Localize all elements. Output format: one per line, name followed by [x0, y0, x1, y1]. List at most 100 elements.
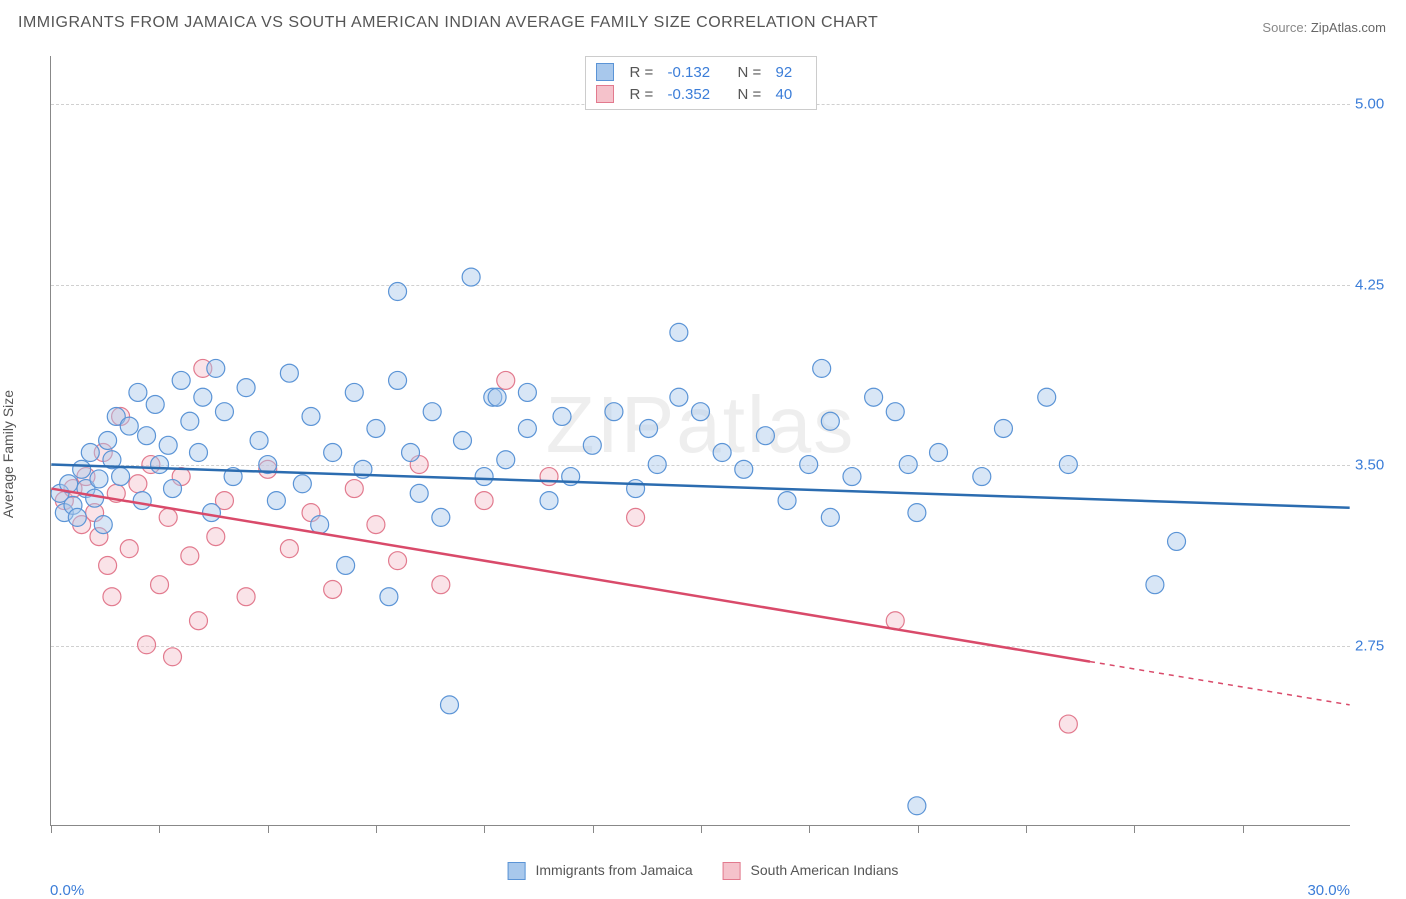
data-point — [86, 489, 104, 507]
data-point — [518, 383, 536, 401]
data-point — [453, 432, 471, 450]
data-point — [250, 432, 268, 450]
r-value: -0.132 — [668, 64, 728, 81]
legend-label: South American Indians — [751, 862, 899, 878]
data-point — [1146, 576, 1164, 594]
data-point — [324, 444, 342, 462]
data-point — [159, 508, 177, 526]
data-point — [865, 388, 883, 406]
regression-line — [51, 465, 1349, 508]
data-point — [367, 516, 385, 534]
n-value: 92 — [776, 64, 806, 81]
y-tick-label: 5.00 — [1355, 96, 1400, 113]
data-point — [432, 576, 450, 594]
x-tick — [1243, 825, 1244, 833]
data-point — [280, 540, 298, 558]
data-point — [172, 371, 190, 389]
data-point — [813, 359, 831, 377]
data-point — [540, 492, 558, 510]
data-point — [627, 480, 645, 498]
data-point — [103, 588, 121, 606]
x-axis-max-label: 30.0% — [1307, 882, 1350, 899]
data-point — [380, 588, 398, 606]
data-point — [164, 648, 182, 666]
x-tick — [701, 825, 702, 833]
regression-line — [51, 489, 1090, 662]
data-point — [973, 468, 991, 486]
data-point — [540, 468, 558, 486]
data-point — [181, 547, 199, 565]
data-point — [843, 468, 861, 486]
data-point — [367, 419, 385, 437]
data-point — [1059, 456, 1077, 474]
data-point — [497, 371, 515, 389]
x-tick — [918, 825, 919, 833]
x-tick — [51, 825, 52, 833]
data-point — [129, 475, 147, 493]
y-axis-label: Average Family Size — [0, 390, 16, 518]
data-point — [189, 444, 207, 462]
data-point — [112, 468, 130, 486]
x-tick — [376, 825, 377, 833]
r-label: R = — [630, 86, 658, 103]
legend-swatch-icon — [723, 862, 741, 880]
data-point — [1168, 532, 1186, 550]
data-point — [237, 588, 255, 606]
data-point — [886, 403, 904, 421]
data-point — [68, 508, 86, 526]
data-point — [441, 696, 459, 714]
legend-swatch-icon — [596, 85, 614, 103]
data-point — [389, 283, 407, 301]
data-point — [73, 460, 91, 478]
data-point — [293, 475, 311, 493]
x-tick — [1026, 825, 1027, 833]
data-point — [423, 403, 441, 421]
x-tick — [593, 825, 594, 833]
data-point — [583, 436, 601, 454]
data-point — [133, 492, 151, 510]
data-point — [994, 419, 1012, 437]
data-point — [410, 484, 428, 502]
data-point — [800, 456, 818, 474]
n-label: N = — [738, 86, 766, 103]
y-tick-label: 3.50 — [1355, 457, 1400, 474]
source-attribution: Source: ZipAtlas.com — [1262, 20, 1386, 35]
data-point — [497, 451, 515, 469]
data-point — [81, 444, 99, 462]
data-point — [337, 556, 355, 574]
data-point — [202, 504, 220, 522]
data-point — [90, 470, 108, 488]
data-point — [311, 516, 329, 534]
data-point — [94, 516, 112, 534]
data-point — [648, 456, 666, 474]
data-point — [670, 388, 688, 406]
data-point — [194, 388, 212, 406]
plot-svg — [51, 56, 1350, 825]
data-point — [280, 364, 298, 382]
data-point — [389, 552, 407, 570]
legend-item: South American Indians — [723, 862, 899, 880]
data-point — [138, 636, 156, 654]
data-point — [778, 492, 796, 510]
data-point — [735, 460, 753, 478]
x-tick — [159, 825, 160, 833]
data-point — [640, 419, 658, 437]
data-point — [908, 504, 926, 522]
chart-title: IMMIGRANTS FROM JAMAICA VS SOUTH AMERICA… — [18, 14, 878, 32]
data-point — [713, 444, 731, 462]
data-point — [402, 444, 420, 462]
x-tick — [1134, 825, 1135, 833]
data-point — [99, 556, 117, 574]
n-value: 40 — [776, 86, 806, 103]
series-legend: Immigrants from Jamaica South American I… — [508, 862, 899, 880]
legend-swatch-icon — [508, 862, 526, 880]
data-point — [462, 268, 480, 286]
data-point — [181, 412, 199, 430]
data-point — [627, 508, 645, 526]
data-point — [821, 412, 839, 430]
x-tick — [809, 825, 810, 833]
data-point — [159, 436, 177, 454]
data-point — [670, 323, 688, 341]
legend-item: Immigrants from Jamaica — [508, 862, 693, 880]
data-point — [120, 417, 138, 435]
